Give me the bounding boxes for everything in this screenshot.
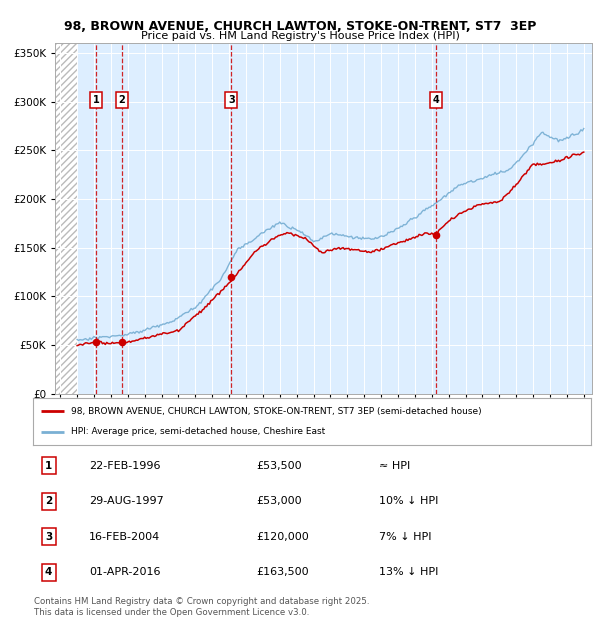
Text: 98, BROWN AVENUE, CHURCH LAWTON, STOKE-ON-TRENT, ST7 3EP (semi-detached house): 98, BROWN AVENUE, CHURCH LAWTON, STOKE-O… [71,407,482,415]
Text: 1: 1 [93,95,100,105]
Text: 4: 4 [45,567,52,577]
Text: 29-AUG-1997: 29-AUG-1997 [89,496,164,507]
Text: £120,000: £120,000 [256,532,309,542]
Text: 3: 3 [45,532,52,542]
Text: HPI: Average price, semi-detached house, Cheshire East: HPI: Average price, semi-detached house,… [71,427,325,436]
Text: 2: 2 [45,496,52,507]
Text: 1: 1 [45,461,52,471]
Text: 01-APR-2016: 01-APR-2016 [89,567,160,577]
Text: 13% ↓ HPI: 13% ↓ HPI [379,567,439,577]
Text: 98, BROWN AVENUE, CHURCH LAWTON, STOKE-ON-TRENT, ST7  3EP: 98, BROWN AVENUE, CHURCH LAWTON, STOKE-O… [64,20,536,33]
Text: £53,500: £53,500 [256,461,302,471]
Text: 2: 2 [119,95,125,105]
Bar [52,43,77,394]
Text: Contains HM Land Registry data © Crown copyright and database right 2025.
This d: Contains HM Land Registry data © Crown c… [34,598,370,617]
Text: 7% ↓ HPI: 7% ↓ HPI [379,532,431,542]
Text: 4: 4 [433,95,439,105]
Text: 22-FEB-1996: 22-FEB-1996 [89,461,160,471]
Text: 3: 3 [228,95,235,105]
Text: Price paid vs. HM Land Registry's House Price Index (HPI): Price paid vs. HM Land Registry's House … [140,31,460,41]
Text: £163,500: £163,500 [256,567,309,577]
Text: ≈ HPI: ≈ HPI [379,461,410,471]
Text: 16-FEB-2004: 16-FEB-2004 [89,532,160,542]
Text: 10% ↓ HPI: 10% ↓ HPI [379,496,439,507]
Text: £53,000: £53,000 [256,496,302,507]
Bar [52,43,77,394]
